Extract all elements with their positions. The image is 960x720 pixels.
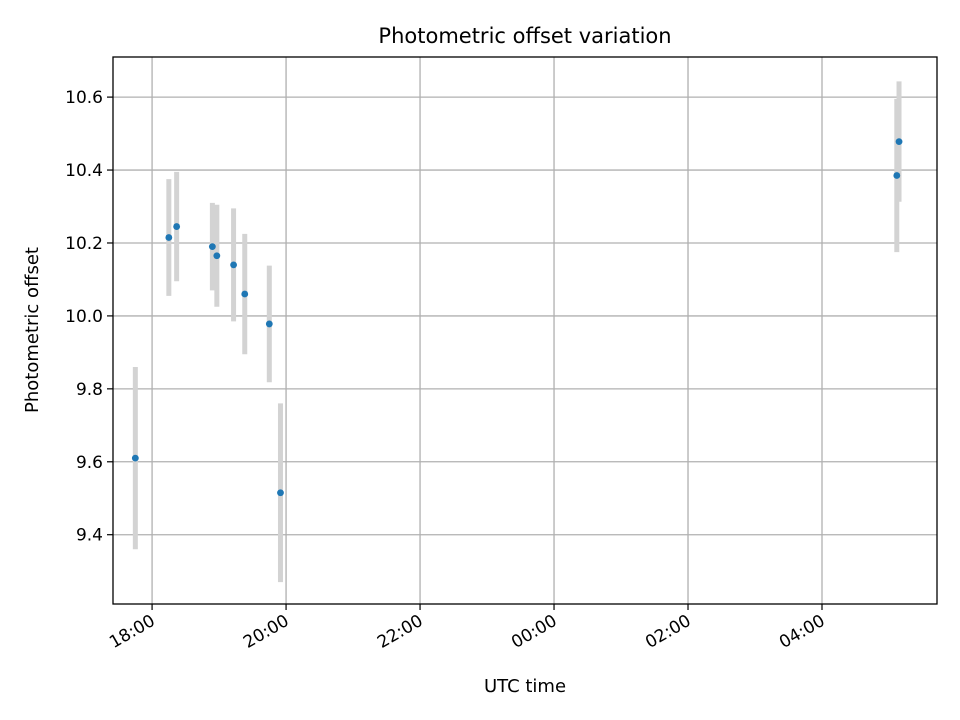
y-tick-label: 9.6 (76, 453, 103, 473)
data-point (895, 138, 903, 146)
y-tick-label: 9.4 (76, 526, 103, 546)
chart-title: Photometric offset variation (378, 24, 671, 48)
y-axis-ticks: 9.4 9.6 9.8 10.0 10.2 10.4 10.6 (65, 88, 113, 546)
data-point (277, 489, 284, 497)
y-tick-label: 10.2 (65, 234, 103, 254)
grid (113, 57, 937, 604)
x-axis-label: UTC time (484, 676, 566, 697)
data-point (213, 252, 221, 260)
y-axis-label: Photometric offset (22, 247, 43, 413)
x-tick-label: 02:00 (642, 611, 694, 653)
data-point (173, 223, 181, 230)
x-axis-ticks: 18:00 20:00 22:00 00:00 02:00 04:00 (106, 604, 828, 653)
x-tick-label: 22:00 (374, 611, 426, 653)
data-point (265, 320, 273, 328)
data-points (131, 138, 903, 497)
plot-frame (112, 56, 938, 605)
y-tick-label: 10.0 (65, 307, 103, 327)
data-point (241, 290, 249, 298)
y-tick-label: 10.4 (65, 161, 103, 181)
data-point (230, 261, 237, 269)
error-bars (132, 81, 902, 583)
y-tick-label: 9.8 (76, 380, 103, 400)
x-tick-label: 04:00 (776, 611, 828, 653)
x-tick-label: 00:00 (508, 611, 560, 653)
x-tick-label: 18:00 (106, 611, 158, 653)
data-point (165, 234, 173, 241)
data-point (208, 243, 216, 251)
y-tick-label: 10.6 (65, 88, 103, 108)
x-tick-label: 20:00 (240, 611, 292, 653)
data-point (893, 172, 901, 179)
data-point (131, 454, 139, 462)
